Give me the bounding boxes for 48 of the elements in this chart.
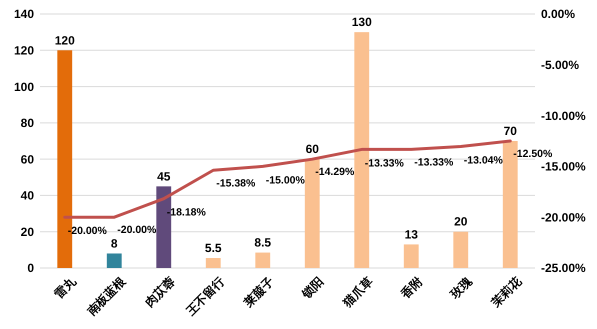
y-tick-label: 40 xyxy=(20,188,34,203)
data-label: 120 xyxy=(54,33,76,48)
y-tick-label: 140 xyxy=(14,7,34,22)
data-label: -13.33% xyxy=(414,156,454,168)
x-tick-label: 肉苁蓉 xyxy=(142,274,178,310)
data-label: 70 xyxy=(504,124,518,138)
data-label: 13 xyxy=(404,227,418,242)
x-tick-label: 玫瑰 xyxy=(447,273,476,302)
bar xyxy=(106,253,122,268)
data-label: -13.04% xyxy=(464,154,504,166)
x-tick-label: 锁阳 xyxy=(298,274,326,302)
y2-tick-label: -25.00% xyxy=(541,261,586,276)
y-tick-label: 120 xyxy=(14,43,34,58)
y2-tick-label: -20.00% xyxy=(541,210,586,224)
y-tick-label: 100 xyxy=(14,80,34,94)
x-tick-label: 香附 xyxy=(398,274,426,302)
data-label: -15.38% xyxy=(216,177,256,190)
y2-tick-label: -15.00% xyxy=(541,160,586,174)
data-label: -14.29% xyxy=(315,166,356,178)
y-tick-label: 60 xyxy=(20,152,34,166)
data-label: -15.00% xyxy=(266,174,306,186)
x-tick-label: 雷丸 xyxy=(52,273,80,302)
line-series xyxy=(63,140,512,219)
y2-tick-label: -5.00% xyxy=(541,58,580,72)
bar xyxy=(255,252,270,268)
data-label: 130 xyxy=(352,15,372,30)
data-label: 8.5 xyxy=(254,236,272,250)
y-tick-label: 80 xyxy=(20,116,34,130)
data-label: 20 xyxy=(454,214,468,229)
bar xyxy=(404,244,419,268)
data-label: 8 xyxy=(110,236,118,250)
x-tick-label: 南板蓝根 xyxy=(84,273,130,319)
data-label: -20.00% xyxy=(117,224,158,236)
y-tick-label: 0 xyxy=(27,261,34,276)
bar xyxy=(206,258,221,268)
data-label: 5.5 xyxy=(204,241,222,256)
bar xyxy=(453,232,468,268)
x-tick-label: 茉莉花 xyxy=(488,273,526,310)
data-label: -12.50% xyxy=(513,148,554,160)
x-tick-label: 王不留行 xyxy=(182,274,228,319)
y2-tick-label: 0.00% xyxy=(541,7,576,22)
y-tick-label: 20 xyxy=(20,224,34,239)
y2-tick-label: -10.00% xyxy=(541,108,586,123)
data-label: 45 xyxy=(157,169,171,184)
data-label: -13.33% xyxy=(364,157,405,170)
x-tick-label: 莱菔子 xyxy=(240,274,277,310)
data-label: 60 xyxy=(306,142,320,156)
x-tick-label: 猫爪草 xyxy=(340,274,376,310)
